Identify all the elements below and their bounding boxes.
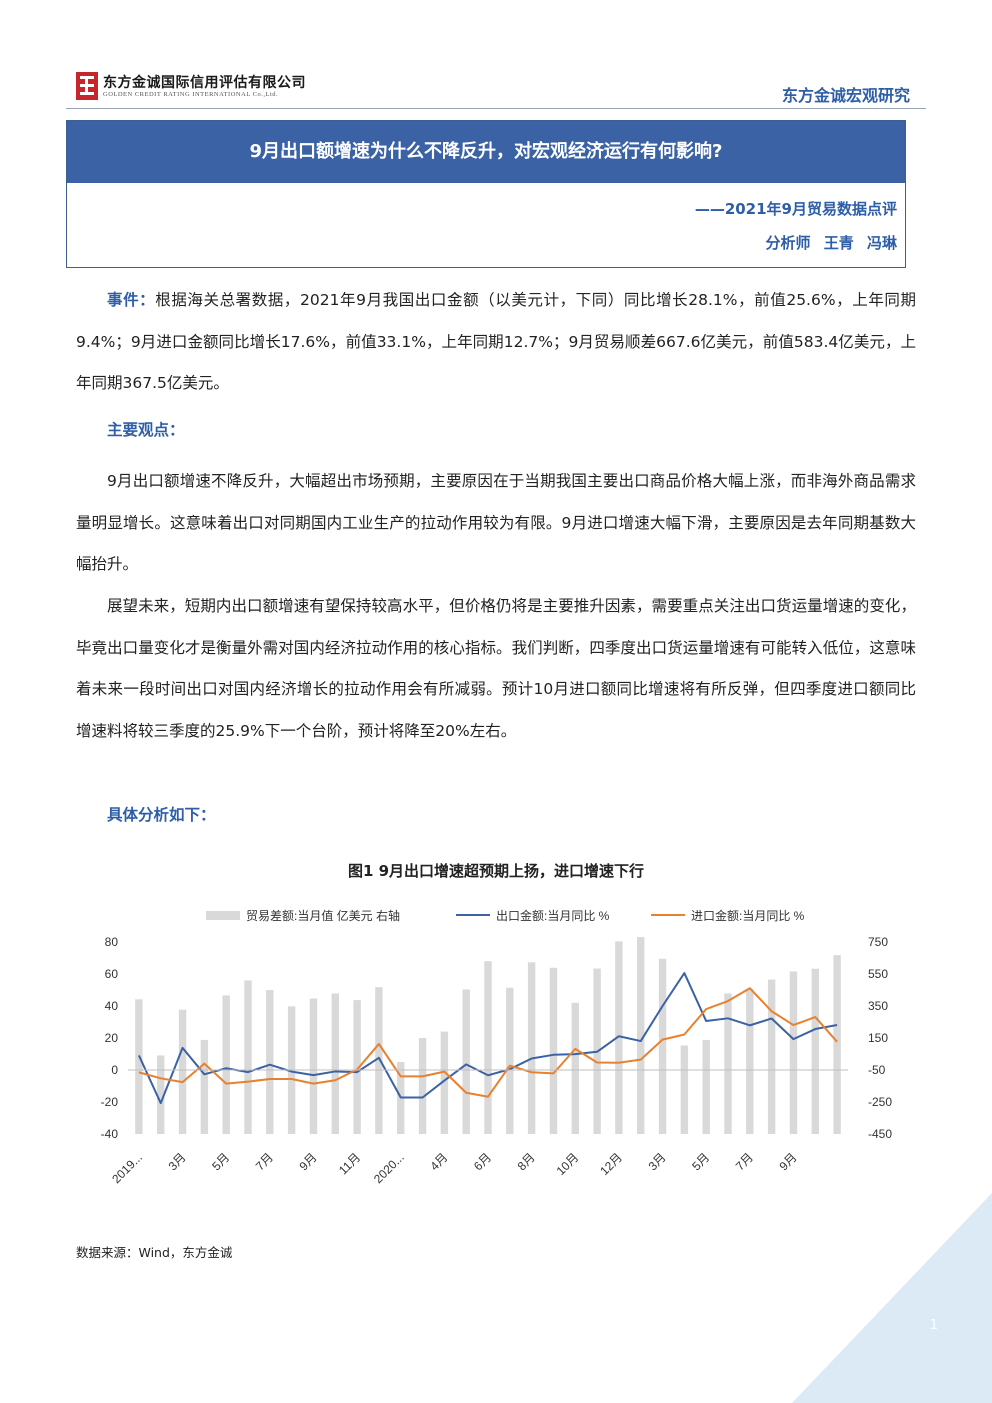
right-axis-tick-label: -250 [868, 1095, 892, 1109]
x-axis-tick-label: 2020... [371, 1150, 407, 1186]
views-paragraph-2: 展望未来，短期内出口额增速有望保持较高水平，但价格仍将是主要推升因素，需要重点关… [76, 597, 916, 740]
x-axis-tick-label: 3月 [646, 1150, 669, 1173]
analysis-label: 具体分析如下： [107, 806, 216, 824]
legend-label: 出口金额:当月同比 % [496, 908, 610, 923]
balance-bars [135, 937, 841, 1134]
trade-balance-bar [527, 962, 536, 1134]
logo-mark-icon [76, 72, 98, 100]
x-axis-tick-label: 9月 [296, 1150, 319, 1173]
left-axis-tick-label: -40 [101, 1127, 119, 1141]
figure-title: 图1 9月出口增速超预期上扬，进口增速下行 [347, 862, 645, 880]
brand-title: 东方金诚宏观研究 [781, 86, 910, 105]
title-box: 9月出口额增速为什么不降反升，对宏观经济运行有何影响? ——2021年9月贸易数… [66, 120, 906, 268]
right-axis-tick-label: 350 [868, 999, 888, 1013]
trade-balance-bar [702, 1039, 710, 1134]
right-axis-tick-label: 750 [868, 935, 888, 949]
trade-balance-bar [833, 955, 841, 1134]
legend-label: 贸易差额:当月值 亿美元 右轴 [246, 908, 400, 923]
trade-balance-bar [200, 1039, 209, 1134]
left-axis-tick-label: 80 [105, 935, 119, 949]
trade-balance-bar [353, 1000, 361, 1134]
legend-label: 进口金额:当月同比 % [691, 908, 805, 923]
x-axis-tick-label: 4月 [427, 1150, 450, 1173]
analysis-heading: 具体分析如下： [76, 795, 916, 837]
trade-balance-bar [266, 990, 274, 1134]
x-axis-tick-label: 10月 [554, 1150, 582, 1178]
main-views-heading: 主要观点： [76, 410, 916, 452]
views-paragraph-1: 9月出口额增速不降反升，大幅超出市场预期，主要原因在于当期我国主要出口商品价格大… [76, 472, 916, 573]
report-subtitle: ——2021年9月贸易数据点评 [694, 200, 897, 218]
right-axis-tick-label: -50 [868, 1063, 886, 1077]
x-axis-tick-label: 5月 [689, 1150, 712, 1173]
x-axis-tick-label: 11月 [336, 1150, 363, 1177]
trade-balance-bar [178, 1009, 187, 1134]
import-growth-line [138, 987, 838, 1098]
left-axis-tick-label: 60 [105, 967, 119, 981]
trade-balance-bar [811, 968, 819, 1134]
trade-balance-bar [440, 1031, 449, 1134]
right-axis-tick-label: -450 [868, 1127, 892, 1141]
event-label: 事件： [107, 291, 156, 309]
x-axis-tick-label: 12月 [597, 1150, 625, 1178]
trade-balance-bar [658, 958, 667, 1134]
trade-balance-bar [157, 1055, 165, 1134]
company-name-en: GOLDEN CREDIT RATING INTERNATIONAL Co.,L… [103, 91, 279, 98]
main-views-label: 主要观点： [107, 421, 185, 439]
x-axis-tick-label: 6月 [471, 1150, 494, 1173]
left-axis-tick-label: 40 [105, 999, 119, 1013]
trade-balance-bar [767, 979, 776, 1134]
company-name-cn: 东方金诚国际信用评估有限公司 [103, 75, 306, 91]
x-axis-tick-label: 5月 [209, 1150, 232, 1173]
event-text: 根据海关总署数据，2021年9月我国出口金额（以美元计，下同）同比增长28.1%… [76, 291, 916, 392]
left-axis-tick-label: 0 [111, 1063, 118, 1077]
trade-balance-bar [789, 971, 798, 1134]
x-axis-tick-label: 2019... [109, 1150, 145, 1186]
page-number: 1 [929, 1318, 938, 1333]
corner-decoration [792, 1193, 992, 1403]
x-axis-tick-label: 7月 [253, 1150, 276, 1173]
trade-balance-bar [615, 941, 623, 1134]
trade-balance-bar [331, 993, 339, 1134]
report-title: 9月出口额增速为什么不降反升，对宏观经济运行有何影响? [67, 121, 905, 183]
trade-balance-bar [571, 1002, 579, 1134]
trade-balance-bar [375, 987, 383, 1134]
right-axis-tick-label: 150 [868, 1031, 888, 1045]
left-axis-tick-label: 20 [105, 1031, 119, 1045]
right-axis-tick-label: 550 [868, 967, 888, 981]
trade-balance-bar [222, 995, 230, 1134]
legend-swatch-bar [206, 911, 240, 920]
header-divider [66, 108, 926, 109]
trade-balance-bar [462, 989, 470, 1134]
trade-balance-bar [484, 961, 492, 1134]
x-axis-tick-label: 8月 [515, 1150, 538, 1173]
trade-chart: 贸易差额:当月值 亿美元 右轴 出口金额:当月同比 % 进口金额:当月同比 % 80… [101, 908, 893, 1186]
report-analysts: 分析师 王青 冯琳 [765, 234, 897, 252]
x-axis-tick-label: 9月 [776, 1150, 799, 1173]
figure-source: 数据来源：Wind，东方金诚 [76, 1245, 233, 1260]
x-axis-tick-label: 7月 [733, 1150, 756, 1173]
trade-balance-bar [637, 937, 645, 1134]
trade-balance-bar [549, 967, 558, 1134]
trade-balance-bar [724, 993, 732, 1134]
event-paragraph: 事件：根据海关总署数据，2021年9月我国出口金额（以美元计，下同）同比增长28… [76, 280, 916, 405]
trade-balance-bar [244, 980, 252, 1134]
trade-balance-bar [309, 998, 318, 1134]
chart-legend: 贸易差额:当月值 亿美元 右轴 出口金额:当月同比 % 进口金额:当月同比 % [206, 908, 805, 923]
trade-balance-bar [135, 999, 143, 1134]
trade-balance-bar [506, 987, 514, 1134]
trade-balance-bar [418, 1038, 427, 1134]
left-axis-tick-label: -20 [101, 1095, 119, 1109]
x-axis-tick-label: 3月 [166, 1150, 189, 1173]
trade-balance-bar [680, 1045, 689, 1134]
trade-balance-bar [746, 989, 754, 1134]
